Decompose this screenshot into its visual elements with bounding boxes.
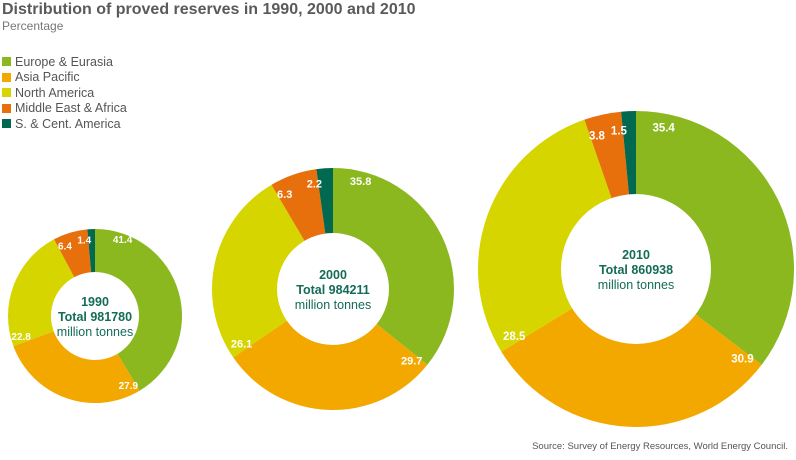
legend-label: S. & Cent. America — [15, 116, 121, 131]
donut-hole — [561, 194, 711, 344]
chart-title: Distribution of proved reserves in 1990,… — [2, 1, 416, 18]
legend-swatch — [2, 103, 11, 113]
legend-item: Europe & Eurasia — [2, 54, 127, 70]
data-label: 1.4 — [77, 236, 91, 247]
data-label: 35.4 — [652, 122, 675, 134]
center-year: 1990 — [81, 295, 109, 309]
legend-item: North America — [2, 85, 127, 101]
legend-item: Asia Pacific — [2, 70, 127, 86]
center-unit: million tonnes — [57, 325, 133, 339]
center-year: 2000 — [319, 268, 347, 282]
donut-slice — [233, 289, 428, 411]
source-note: Source: Survey of Energy Resources, Worl… — [532, 441, 788, 452]
donut-slice — [212, 184, 333, 358]
donut-slice — [13, 316, 140, 403]
data-label: 27.9 — [119, 381, 139, 392]
donut-slice — [501, 269, 762, 427]
legend-swatch — [2, 88, 11, 98]
data-label: 35.8 — [350, 176, 371, 188]
legend-label: Asia Pacific — [15, 70, 80, 85]
donut-slice — [333, 168, 455, 365]
data-label: 6.4 — [58, 242, 72, 253]
legend-swatch — [2, 57, 11, 67]
center-total: Total 860938 — [599, 263, 673, 277]
center-total: Total 984211 — [296, 283, 369, 297]
legend-item: Middle East & Africa — [2, 101, 127, 117]
center-total: Total 981780 — [58, 310, 132, 324]
data-label: 29.7 — [401, 356, 422, 368]
donut-slice — [477, 119, 636, 352]
legend-swatch — [2, 119, 11, 129]
donut-slice — [636, 111, 794, 365]
legend: Europe & Eurasia Asia Pacific North Amer… — [2, 54, 127, 132]
center-unit: million tonnes — [598, 278, 674, 292]
data-label: 2.2 — [307, 179, 322, 191]
data-label: 22.8 — [11, 332, 31, 343]
data-label: 3.8 — [589, 131, 606, 143]
legend-label: North America — [15, 85, 95, 100]
donut-hole — [277, 233, 389, 345]
data-label: 6.3 — [277, 189, 292, 201]
data-label: 26.1 — [231, 339, 252, 351]
data-label: 1.5 — [611, 126, 628, 138]
donut-hole — [51, 272, 139, 360]
legend-swatch — [2, 72, 11, 82]
data-label: 28.5 — [503, 331, 526, 343]
legend-label: Europe & Eurasia — [15, 54, 113, 69]
legend-item: S. & Cent. America — [2, 116, 127, 132]
data-label: 30.9 — [731, 353, 753, 365]
data-label: 41.4 — [113, 235, 133, 246]
center-unit: million tonnes — [295, 298, 371, 312]
center-year: 2010 — [622, 248, 650, 262]
legend-label: Middle East & Africa — [15, 101, 127, 116]
chart-subtitle: Percentage — [2, 19, 64, 33]
